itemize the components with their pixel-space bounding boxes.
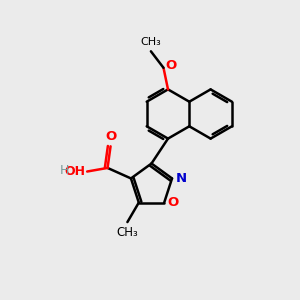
Text: OH: OH [65,165,86,178]
Text: O: O [105,130,116,143]
Text: CH₃: CH₃ [140,37,161,47]
Text: H: H [60,164,69,176]
Text: O: O [165,59,176,72]
Text: O: O [168,196,179,209]
Text: N: N [176,172,187,185]
Text: CH₃: CH₃ [116,226,138,239]
